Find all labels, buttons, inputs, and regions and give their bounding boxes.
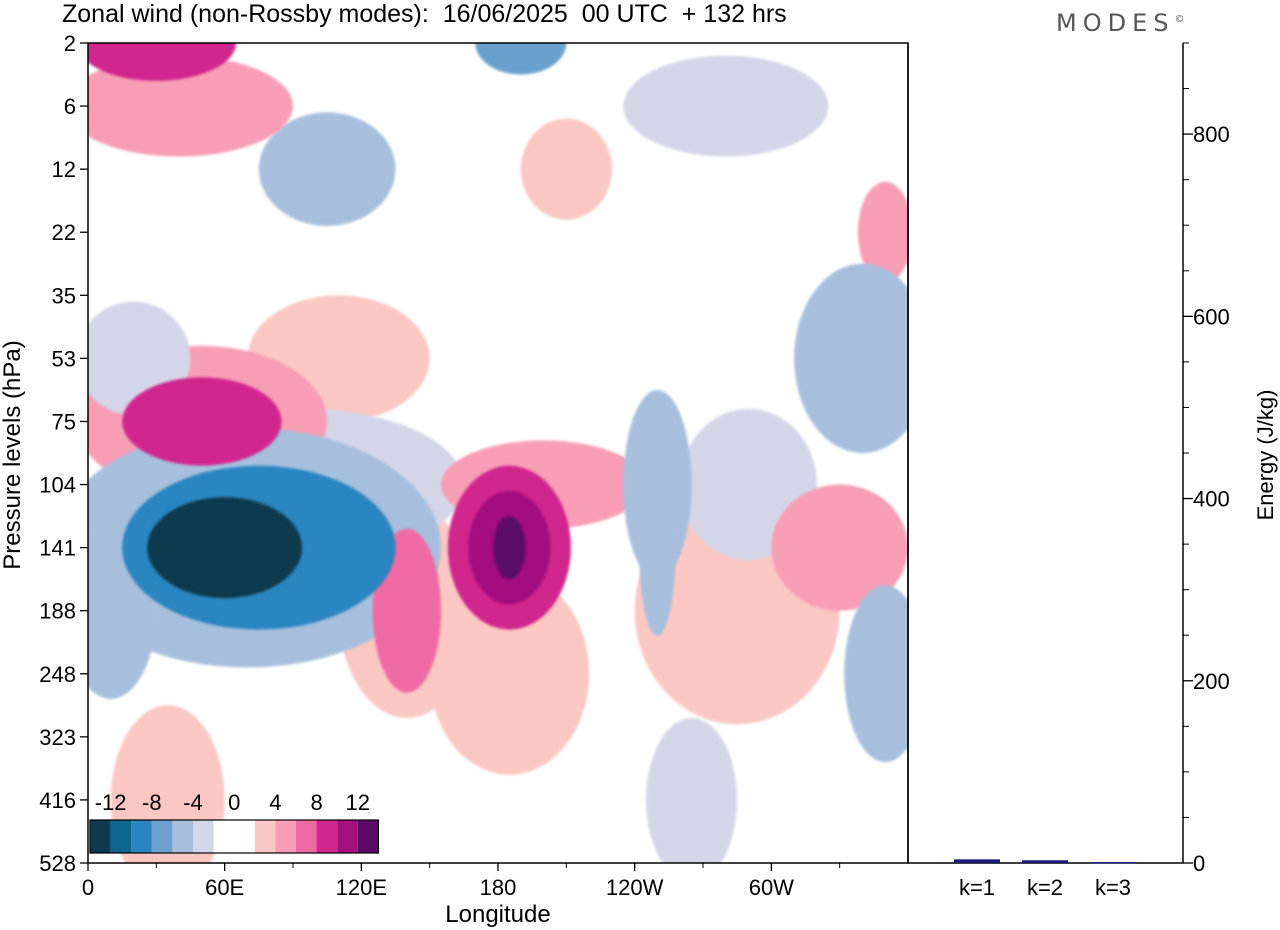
brand-mark: © [1174,14,1185,25]
energy-tick-label: 200 [1193,669,1230,694]
colorbar-swatch [234,820,255,853]
wind-contour [110,705,225,863]
wind-contour [857,181,908,283]
colorbar-label: 8 [310,790,322,815]
x-tick-label: 120W [606,875,664,900]
energy-tick-label: 0 [1193,851,1205,876]
brand-logo: MODES© [1056,9,1184,37]
energy-bar-label: k=2 [1027,875,1063,900]
brand-text: MODES [1056,9,1175,37]
energy-bar-label: k=3 [1095,875,1131,900]
wind-contour [623,55,829,157]
y-axis-label: Pressure levels (hPa) [0,340,26,569]
colorbar-swatch [193,820,214,853]
colorbar: -12 -8 -4 0 4 8 12 [89,790,379,854]
x-axis-label: Longitude [445,901,550,928]
x-tick-label: 0 [82,875,94,900]
colorbar-swatch [296,820,317,853]
wind-contour [475,43,567,75]
wind-contour [147,497,303,599]
y-tick-label: 53 [52,346,76,371]
y-tick-label: 528 [39,851,76,876]
colorbar-swatch [275,820,296,853]
wind-contour [122,377,282,466]
colorbar-label: -4 [183,790,203,815]
wind-contour [639,459,676,636]
energy-tick-label: 600 [1193,304,1230,329]
colorbar-swatch [316,820,338,853]
wind-contour [771,484,908,611]
y-tick-label: 323 [39,725,76,750]
colorbar-swatch [110,820,132,853]
y-tick-label: 416 [39,788,76,813]
energy-bars: 0 200 400 600 800 Energy (J/kg) k=1 k=2 k=3 [907,42,1278,900]
wind-contour [844,585,908,763]
y-tick-label: 12 [52,157,76,182]
wind-contour [646,717,738,863]
colorbar-label: -12 [95,790,127,815]
y-tick-label: 248 [39,662,76,687]
colorbar-frame [89,819,379,854]
y-tick-label: 35 [52,283,76,308]
x-tick-label: 60E [205,875,244,900]
colorbar-label: -8 [142,790,162,815]
colorbar-swatch [357,820,379,853]
wind-contour [88,43,237,81]
energy-bar [954,859,1000,863]
colorbar-swatch [131,820,152,853]
colorbar-swatch [254,820,276,853]
colorbar-label: 4 [269,790,281,815]
chart-title: Zonal wind (non-Rossby modes): 16/06/202… [62,0,787,28]
colorbar-label: 0 [228,790,240,815]
wind-contour [88,55,293,157]
colorbar-swatch [337,820,358,853]
energy-bar [1090,862,1136,864]
energy-bar-label: k=1 [959,875,995,900]
y-tick-label: 141 [39,536,76,561]
energy-axis-label: Energy (J/kg) [1253,390,1278,521]
x-tick-label: 60W [749,875,794,900]
wind-contour [520,118,612,220]
wind-contour [258,112,396,226]
y-tick-label: 6 [64,94,76,119]
wind-contour [794,263,908,453]
y-tick-label: 2 [64,31,76,56]
colorbar-swatch [90,820,111,853]
energy-tick-label: 800 [1193,122,1230,147]
wind-contour [493,516,526,580]
colorbar-swatch [213,820,235,853]
energy-tick-label: 400 [1193,487,1230,512]
y-tick-label: 188 [39,599,76,624]
y-tick-label: 104 [39,473,76,498]
x-tick-label: 180 [480,875,517,900]
energy-bar [1022,860,1068,863]
colorbar-swatch [172,820,193,853]
x-tick-label: 120E [336,875,387,900]
colorbar-swatch [151,820,173,853]
heatmap-field [88,43,908,863]
y-tick-label: 75 [52,409,76,434]
y-tick-label: 22 [52,220,76,245]
colorbar-label: 12 [346,790,370,815]
